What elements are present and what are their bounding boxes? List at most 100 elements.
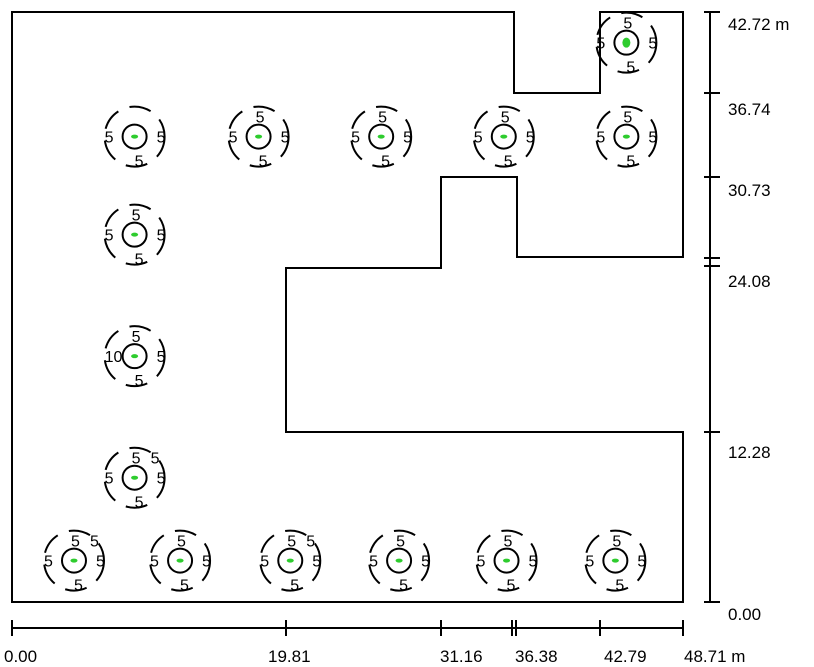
isolux-value-label: 5: [403, 130, 412, 147]
isolux-value-label: 5: [648, 130, 657, 147]
isolux-value-label: 5: [157, 228, 166, 245]
isolux-inner-ring: [121, 343, 148, 370]
isolux-value-label: 5: [74, 578, 83, 595]
isolux-value-label: 5: [44, 554, 53, 571]
isolux-value-label: 5: [202, 554, 211, 571]
isolux-outer-ring: [595, 105, 658, 168]
luminaire: 5 555: [350, 105, 413, 171]
x-tick-label: 31.16: [440, 647, 483, 666]
isolux-value-label: 5: [623, 110, 632, 127]
y-tick-label: 24.08: [728, 272, 771, 291]
isolux-value-label: 5: [477, 554, 486, 571]
isolux-inner-ring: [602, 547, 629, 574]
isolux-value-label: 5: [150, 554, 159, 571]
isolux-value-label: 5: [526, 130, 535, 147]
isolux-inner-ring: [167, 547, 194, 574]
isolux-inner-ring: [493, 547, 520, 574]
isolux-outer-ring: [42, 529, 105, 592]
y-tick-label: 36.74: [728, 100, 771, 119]
luminaire-marker: [377, 134, 385, 139]
luminaire-marker: [176, 558, 184, 563]
isolux-value-label: 5: [132, 208, 141, 225]
isolux-value-label: 5: [157, 471, 166, 488]
luminaire-marker: [500, 134, 508, 139]
isolux-value-label: 5: [177, 534, 186, 551]
luminaire: 10 555: [103, 325, 166, 390]
luminaire: 5 555: [103, 203, 166, 269]
isolux-outer-ring: [584, 529, 647, 592]
isolux-value-label: 5: [648, 36, 657, 53]
isolux-value-label: 5: [381, 154, 390, 171]
room-outline: [11, 11, 684, 603]
isolux-outer-ring: [103, 325, 166, 388]
isolux-inner-ring: [368, 123, 395, 150]
isolux-inner-ring: [121, 464, 148, 491]
luminaire-marker: [255, 134, 263, 139]
isolux-value-label: 5: [90, 534, 99, 551]
isolux-outer-ring: [595, 11, 658, 74]
isolux-value-label: 5: [615, 578, 624, 595]
isolux-value-label: 5: [151, 451, 160, 468]
isolux-value-label: 5: [135, 373, 144, 390]
isolux-value-label: 5: [105, 228, 114, 245]
luminaire: 5 555: [472, 105, 535, 171]
luminaire: 5 555: [595, 105, 658, 171]
isolux-outer-ring: [149, 529, 212, 592]
luminaire: 5 555: [475, 529, 538, 595]
isolux-value-label: 5: [281, 130, 290, 147]
isolux-value-label: 5: [96, 554, 105, 571]
isolux-value-label: 10: [105, 349, 123, 366]
y-tick-label: 30.73: [728, 181, 771, 200]
isolux-value-label: 5: [507, 578, 516, 595]
isolux-inner-ring: [613, 29, 640, 56]
isolux-value-label: 5: [474, 130, 483, 147]
luminaire: 5 555: [149, 529, 212, 595]
isolux-value-label: 5: [501, 110, 510, 127]
isolux-value-label: 5: [596, 36, 605, 53]
luminaire: 5 55: [103, 105, 166, 171]
isolux-value-label: 5: [351, 130, 360, 147]
isolux-outer-ring: [475, 529, 538, 592]
luminaire: 5 555: [595, 11, 658, 77]
isolux-value-label: 5: [504, 534, 513, 551]
isolux-value-label: 5: [504, 154, 513, 171]
isolux-value-label: 5: [529, 554, 538, 571]
luminaire-marker: [70, 558, 78, 563]
y-tick-label: 42.72 m: [728, 15, 789, 34]
isolux-value-label: 5: [623, 16, 632, 33]
isolux-inner-ring: [60, 547, 87, 574]
luminaire-marker: [286, 558, 294, 563]
y-axis: 0.00 12.28 24.08 30.73 36.74 42.72 m: [704, 11, 789, 624]
isolux-inner-ring: [490, 123, 517, 150]
x-tick-label: 42.79: [604, 647, 647, 666]
isolux-value-label: 5: [612, 534, 621, 551]
isolux-value-label: 5: [260, 554, 269, 571]
luminaire: 5 555: [584, 529, 647, 595]
isolux-value-label: 5: [229, 130, 238, 147]
isolux-inner-ring: [121, 221, 148, 248]
isolux-value-label: 5: [132, 451, 141, 468]
isolux-value-label: 5: [421, 554, 430, 571]
isolux-value-label: 5: [369, 554, 378, 571]
luminaire: 5 555 5: [259, 529, 322, 595]
isolux-value-label: 5: [596, 130, 605, 147]
isolux-value-label: 5: [132, 329, 141, 346]
isolux-inner-ring: [277, 547, 304, 574]
isolux-value-label: 5: [105, 130, 114, 147]
luminaire: 5 555: [368, 529, 431, 595]
isolux-inner-ring: [121, 123, 148, 150]
isolux-value-label: 5: [585, 554, 594, 571]
x-tick-label: 0.00: [4, 647, 37, 666]
luminaire-marker: [622, 37, 631, 48]
isolux-inner-ring: [245, 123, 272, 150]
isolux-value-label: 5: [396, 534, 405, 551]
isolux-value-label: 5: [135, 495, 144, 512]
isolux-inner-ring: [386, 547, 413, 574]
isolux-outer-ring: [227, 105, 290, 168]
isolux-value-label: 5: [135, 252, 144, 269]
isolux-outer-ring: [259, 529, 322, 592]
isolux-value-label: 5: [259, 154, 268, 171]
isolux-value-label: 5: [290, 578, 299, 595]
